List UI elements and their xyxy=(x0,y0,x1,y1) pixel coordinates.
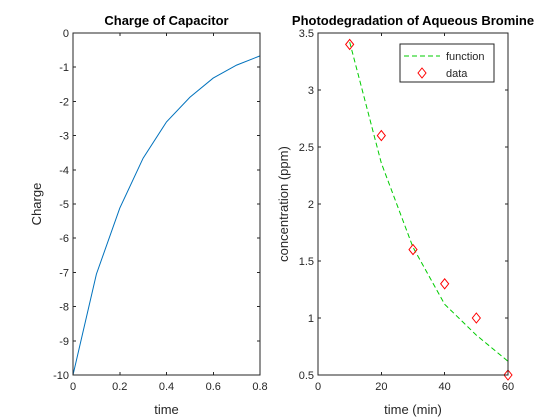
x-tick-label: 0 xyxy=(70,381,76,393)
chart-title: Photodegradation of Aqueous Bromine xyxy=(292,13,534,28)
x-tick-label: 60 xyxy=(502,381,514,393)
y-tick-label: -2 xyxy=(59,96,69,108)
y-tick-label: 0 xyxy=(63,28,69,40)
data-point-marker xyxy=(503,369,513,381)
data-point-marker xyxy=(345,38,355,51)
x-tick-label: 0.6 xyxy=(206,381,221,393)
x-tick-label: 0.2 xyxy=(112,381,127,393)
y-tick-label: -9 xyxy=(59,336,69,348)
y-tick-label: -6 xyxy=(59,233,69,245)
x-tick-label: 0.4 xyxy=(159,381,174,393)
data-point-marker xyxy=(440,277,450,290)
y-axis-label: concentration (ppm) xyxy=(276,146,291,262)
chart-title: Charge of Capacitor xyxy=(104,13,228,28)
x-tick-label: 0 xyxy=(315,381,321,393)
y-tick-label: 2.5 xyxy=(299,142,314,154)
x-axis-label: time xyxy=(154,402,179,417)
charge-curve-line xyxy=(72,55,261,376)
y-tick-label: -4 xyxy=(59,165,69,177)
legend: function data xyxy=(399,43,495,83)
y-tick-label: 3 xyxy=(308,85,314,97)
series-layer xyxy=(345,38,513,381)
legend-box xyxy=(399,43,495,83)
y-tick-label: 3.5 xyxy=(299,28,314,40)
x-axis-label: time (min) xyxy=(384,402,442,417)
y-tick-label: -1 xyxy=(59,62,69,74)
y-tick-label: 0.5 xyxy=(299,370,314,382)
y-tick-label: 1 xyxy=(308,313,314,325)
data-point-marker xyxy=(376,129,386,142)
legend-function-label: function xyxy=(446,51,485,63)
function-curve-line xyxy=(349,41,509,362)
capacitor-chart: 0 0.2 0.4 0.6 0.8-10-9-8-7-6-5-4-3-2-10 Char… xyxy=(29,13,268,417)
bromine-chart: 0 20 40 60 0.5 1 1.5 2 2.5 3 3.5 Photodegradation … xyxy=(276,13,534,417)
legend-data-marker xyxy=(417,67,427,79)
y-tick-label: 2 xyxy=(308,199,314,211)
y-tick-label: 1.5 xyxy=(299,256,314,268)
plot-area xyxy=(73,33,260,375)
y-tick-label: -8 xyxy=(59,302,69,314)
data-point-marker xyxy=(471,312,481,324)
x-tick-label: 40 xyxy=(439,381,451,393)
legend-data-label: data xyxy=(446,68,468,80)
x-tick-label: 20 xyxy=(375,381,387,393)
series-layer xyxy=(72,55,261,376)
y-tick-label: -10 xyxy=(53,370,69,382)
y-axis-label: Charge xyxy=(29,183,44,226)
x-tick-label: 0.8 xyxy=(252,381,267,393)
data-point-marker xyxy=(408,243,418,256)
y-tick-label: -3 xyxy=(59,131,69,143)
axis-ticks: 0 0.2 0.4 0.6 0.8-10-9-8-7-6-5-4-3-2-10 xyxy=(53,28,268,393)
axes-box xyxy=(317,32,509,376)
axes-box xyxy=(72,32,261,376)
y-tick-label: -7 xyxy=(59,267,69,279)
plot-area xyxy=(318,33,508,375)
y-tick-label: -5 xyxy=(59,199,69,211)
